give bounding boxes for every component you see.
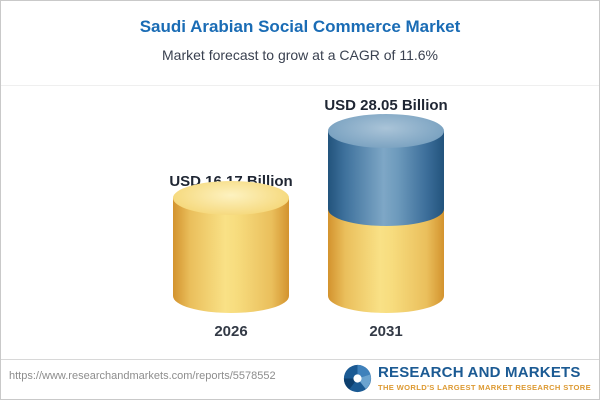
- logo-name: RESEARCH AND MARKETS: [377, 363, 591, 382]
- cylinder-2026-top: [173, 181, 289, 215]
- logo-word-and: AND: [467, 363, 501, 381]
- cylinder-2031-gold-segment: [328, 209, 444, 313]
- cylinder-2026-body: [173, 198, 289, 313]
- header-divider: [1, 85, 599, 86]
- year-label-2031: 2031: [369, 323, 403, 340]
- research-and-markets-logo: RESEARCH AND MARKETS THE WORLD'S LARGEST…: [343, 364, 591, 393]
- cylinder-2031-top: [328, 114, 444, 148]
- footer-divider: [1, 359, 599, 360]
- chart-title: Saudi Arabian Social Commerce Market: [139, 17, 461, 36]
- chart-subtitle: Market forecast to grow at a CAGR of 11.…: [162, 47, 438, 63]
- logo-tagline: THE WORLD'S LARGEST MARKET RESEARCH STOR…: [377, 383, 591, 393]
- logo-globe-icon: [343, 364, 372, 393]
- cylinder-2026: [173, 181, 289, 313]
- year-label-2026: 2026: [214, 323, 248, 340]
- report-url-link[interactable]: https://www.researchandmarkets.com/repor…: [9, 370, 276, 382]
- value-label-2031: USD 28.05 Billion: [324, 97, 448, 114]
- logo-word-research: RESEARCH: [377, 363, 464, 381]
- cylinder-2031: [328, 114, 444, 313]
- logo-text: RESEARCH AND MARKETS THE WORLD'S LARGEST…: [377, 363, 591, 393]
- logo-word-markets: MARKETS: [505, 363, 581, 381]
